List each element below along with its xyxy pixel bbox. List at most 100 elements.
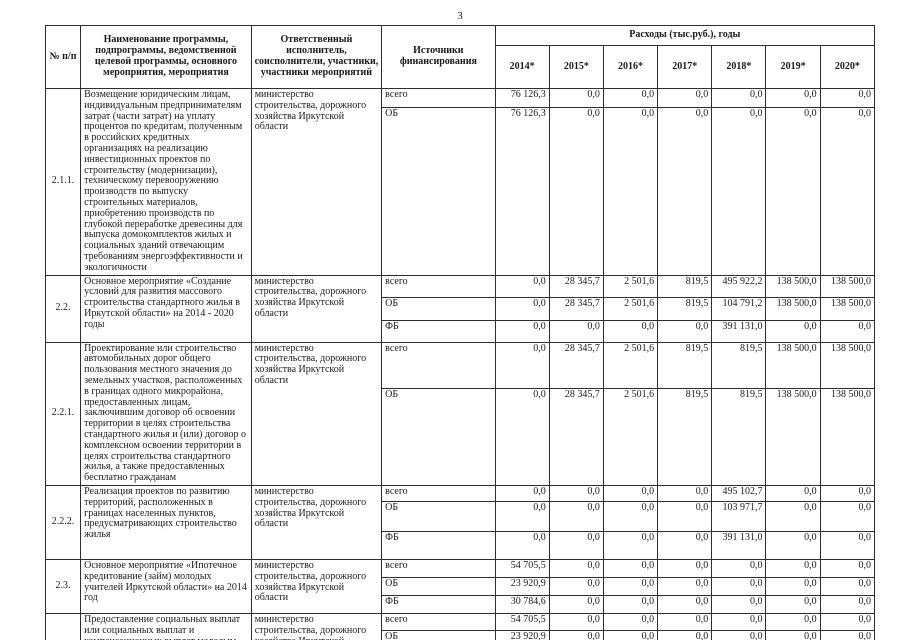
value-cell: 138 500,0 (819, 388, 876, 486)
row-num: 2.2. (44, 274, 82, 343)
source-label: всего (381, 88, 496, 108)
value-cell: 391 131,0 (711, 530, 767, 560)
value-cell: 0,0 (765, 500, 821, 532)
row-num: 2.2.1. (44, 341, 82, 486)
table-row: ФБ 0,0 0,0 0,0 0,0 391 131,0 0,0 0,0 (46, 530, 876, 560)
table-row: 2.3.1.Предоставление социальных выплат и… (44, 612, 876, 640)
value-cell: 0,0 (548, 88, 604, 108)
source-label: ФБ (381, 594, 496, 614)
value-cell: 0,0 (548, 500, 604, 532)
value-cell: 0,0 (494, 484, 550, 502)
source-label: ОБ (381, 106, 496, 276)
value-cell: 495 922,2 (711, 274, 767, 298)
value-cell: 138 500,0 (765, 341, 821, 390)
value-cell: 103 971,7 (711, 500, 767, 532)
value-cell: 0,0 (711, 630, 767, 640)
value-cell: 0,0 (657, 612, 713, 632)
value-cell: 0,0 (548, 576, 604, 596)
row-executor: министерство строительства, дорожного хо… (250, 274, 383, 343)
table-body: 2.1.1. Возмещение юридическим лицам, инди… (44, 88, 876, 640)
header-name: Наименование программы, подпрограммы, ве… (80, 25, 252, 89)
row-name: Основное мероприятие «Ипотечное кредитов… (80, 558, 252, 614)
value-cell: 0,0 (765, 576, 821, 596)
value-cell: 23 920,9 (494, 576, 550, 596)
value-cell: 0,0 (819, 319, 876, 343)
value-cell: 0,0 (657, 630, 713, 640)
value-cell: 0,0 (657, 319, 713, 343)
value-cell: 0,0 (548, 630, 604, 640)
value-cell: 0,0 (765, 484, 821, 502)
value-cell: 0,0 (819, 558, 876, 578)
header-source: Источники финансирования (381, 25, 496, 89)
source-label: ОБ (381, 500, 496, 532)
table-row: 2.2. Основное мероприятие «Создание услов… (44, 274, 876, 343)
value-cell: 819,5 (657, 274, 713, 298)
value-cell: 819,5 (711, 341, 767, 390)
value-cell: 0,0 (602, 558, 659, 578)
value-cell: 0,0 (494, 274, 550, 298)
value-cell: 138 500,0 (765, 274, 821, 298)
value-cell: 0,0 (602, 88, 659, 108)
value-cell: 0,0 (819, 594, 876, 614)
value-cell: 0,0 (765, 594, 821, 614)
source-label: всего (381, 274, 496, 298)
value-cell: 0,0 (494, 530, 550, 560)
source-label: ФБ (381, 319, 496, 343)
value-cell: 391 131,0 (711, 319, 767, 343)
table-row: 2.2.1. Проектирование или строительство а… (44, 341, 876, 486)
source-label: ОБ (381, 388, 496, 486)
row-executor: министерство строительства, дорожного хо… (250, 341, 383, 486)
source-label: всего (381, 341, 496, 390)
value-cell: 28 345,7 (548, 274, 604, 298)
page-number: 3 (457, 10, 463, 22)
value-cell: 819,5 (657, 296, 713, 321)
row-name: Возмещение юридическим лицам, индивидуал… (80, 88, 252, 276)
value-cell: 0,0 (548, 612, 604, 632)
row-executor: министерство строительства, дорожного хо… (250, 484, 383, 560)
value-cell: 104 791,2 (711, 296, 767, 321)
header-year-2014: 2014* (494, 45, 550, 89)
header-num: № п/п (44, 25, 82, 89)
value-cell: 0,0 (548, 558, 604, 578)
source-label: всего (381, 558, 496, 578)
header-year-2018: 2018* (711, 45, 767, 89)
header-year-2019: 2019* (765, 45, 821, 89)
row-executor: министерство строительства, дорожного хо… (250, 88, 383, 276)
table-row: 2.2.2. Реализация проектов по развитию те… (44, 484, 876, 560)
header-year-2015: 2015* (548, 45, 604, 89)
value-cell: 819,5 (711, 388, 767, 486)
row-num: 2.3. (44, 558, 82, 614)
value-cell: 30 784,6 (494, 594, 550, 614)
value-cell: 0,0 (819, 612, 876, 632)
table-row: 2.3. Основное мероприятие «Ипотечное кред… (44, 558, 876, 614)
value-cell: 0,0 (602, 612, 659, 632)
value-cell: 0,0 (711, 106, 767, 276)
value-cell: 28 345,7 (548, 388, 604, 486)
value-cell: 76 126,3 (494, 88, 550, 108)
value-cell: 2 501,6 (602, 388, 659, 486)
row-name: Предоставление социальных выплат или соц… (80, 612, 252, 640)
value-cell: 0,0 (494, 500, 550, 532)
row-num: 2.2.2. (44, 484, 82, 560)
row-name: Проектирование или строительство автомоб… (80, 341, 252, 486)
table-row: ОБ 0,0 28 345,7 2 501,6 819,5 819,5 138 500,0 1… (46, 388, 876, 486)
value-cell: 138 500,0 (819, 341, 876, 390)
table-row: 2.1.1. Возмещение юридическим лицам, инди… (44, 88, 876, 276)
value-cell: 0,0 (657, 500, 713, 532)
value-cell: 0,0 (657, 576, 713, 596)
value-cell: 0,0 (711, 612, 767, 632)
value-cell: 0,0 (819, 88, 876, 108)
value-cell: 0,0 (548, 106, 604, 276)
value-cell: 0,0 (548, 319, 604, 343)
value-cell: 2 501,6 (602, 296, 659, 321)
source-label: ОБ (381, 296, 496, 321)
value-cell: 0,0 (657, 558, 713, 578)
value-cell: 0,0 (765, 88, 821, 108)
value-cell: 0,0 (819, 106, 876, 276)
value-cell: 138 500,0 (765, 388, 821, 486)
row-name: Основное мероприятие «Создание условий д… (80, 274, 252, 343)
value-cell: 0,0 (602, 576, 659, 596)
value-cell: 76 126,3 (494, 106, 550, 276)
header-expenses: Расходы (тыс.руб.), годы (494, 25, 876, 46)
